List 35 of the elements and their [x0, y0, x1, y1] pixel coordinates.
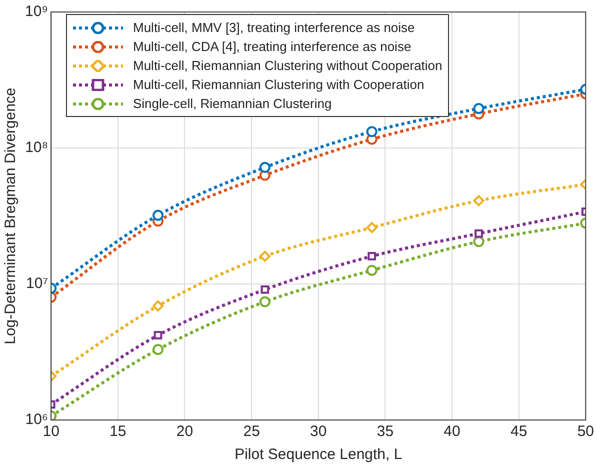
x-tick-label: 30: [310, 423, 327, 440]
y-tick-label: 10⁹: [25, 3, 48, 20]
x-tick-label: 10: [42, 423, 60, 440]
x-axis-title: Pilot Sequence Length, L: [234, 446, 402, 464]
y-axis-title: Log-Determinant Bregman Divergence: [2, 88, 20, 344]
legend-label: Multi-cell, Riemannian Clustering without Cooperation: [133, 58, 442, 73]
legend-label: Single-cell, Riemannian Clustering: [133, 96, 332, 111]
point: [473, 103, 484, 114]
y-tick-label: 10⁷: [26, 275, 48, 292]
point: [366, 126, 378, 138]
point: [259, 296, 270, 308]
point: [154, 331, 162, 340]
point: [366, 222, 378, 234]
legend-label: Multi-cell, CDA [4], treating interference as noise: [133, 39, 412, 54]
legend-label: Multi-cell, Riemannian Clustering with Cooperation: [133, 77, 424, 92]
point: [474, 229, 483, 238]
point: [260, 285, 270, 294]
x-tick-label: 20: [176, 423, 194, 440]
x-tick-label: 35: [376, 423, 394, 440]
y-tick-label: 10⁸: [25, 139, 48, 156]
x-tick-label: 50: [577, 423, 594, 440]
point: [368, 252, 376, 260]
point: [152, 344, 164, 355]
x-tick-label: 15: [110, 423, 126, 440]
point: [152, 210, 164, 221]
point: [366, 264, 378, 276]
point: [259, 162, 270, 173]
point: [473, 236, 484, 248]
point: [473, 195, 484, 206]
legend-label: Multi-cell, MMV [3], treating interference as noise: [133, 20, 415, 35]
x-tick-label: 40: [444, 423, 460, 440]
point: [152, 300, 164, 312]
point: [259, 250, 270, 262]
x-tick-label: 25: [243, 423, 260, 440]
x-tick-label: 45: [510, 423, 528, 440]
